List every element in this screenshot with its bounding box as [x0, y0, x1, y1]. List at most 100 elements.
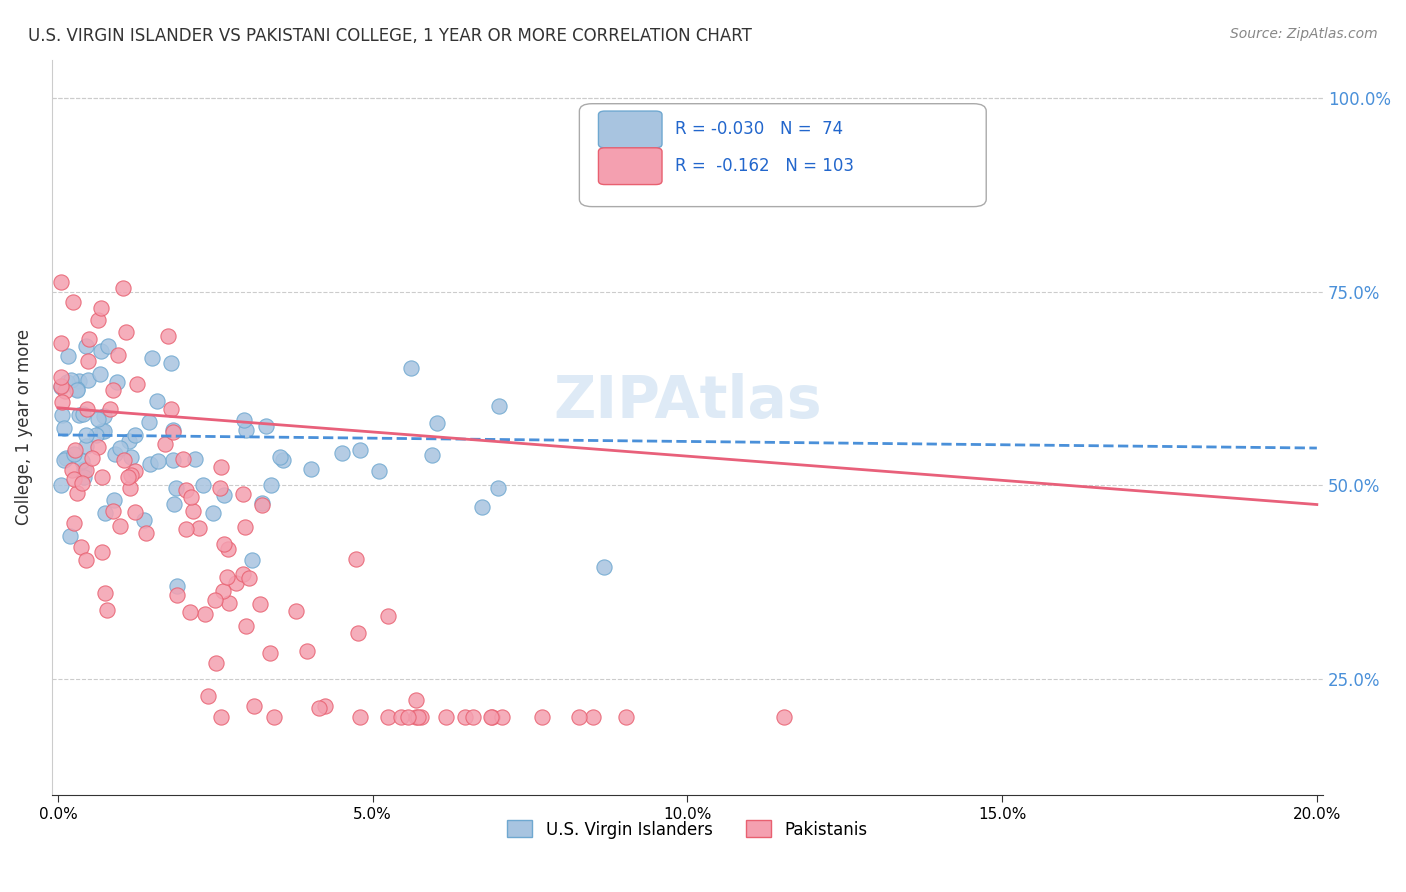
- Point: [772, 710, 794, 724]
- Point: [138, 415, 160, 429]
- FancyBboxPatch shape: [599, 112, 662, 148]
- Point: [62, 516, 84, 531]
- Point: [377, 710, 399, 724]
- Point: [51, 276, 73, 290]
- Point: [254, 419, 277, 434]
- Point: [55, 376, 77, 390]
- Point: [454, 710, 477, 724]
- Point: [90, 470, 112, 484]
- Point: [70, 540, 93, 554]
- Point: [132, 513, 155, 527]
- Point: [124, 464, 146, 478]
- Point: [250, 498, 273, 512]
- Point: [592, 560, 614, 574]
- Point: [240, 553, 263, 567]
- Point: [51, 478, 73, 492]
- Point: [349, 710, 371, 724]
- Point: [179, 605, 201, 619]
- FancyBboxPatch shape: [599, 148, 662, 185]
- Point: [434, 710, 457, 724]
- Point: [346, 625, 368, 640]
- Point: [212, 583, 235, 598]
- Point: [56, 349, 79, 363]
- Point: [112, 453, 135, 467]
- Point: [209, 710, 232, 724]
- Point: [103, 493, 125, 508]
- Y-axis label: College, 1 year or more: College, 1 year or more: [15, 329, 32, 525]
- Point: [183, 504, 205, 518]
- Point: [87, 313, 110, 327]
- Point: [104, 446, 127, 460]
- Point: [52, 421, 75, 435]
- Point: [396, 710, 419, 724]
- Point: [84, 428, 107, 442]
- Point: [349, 443, 371, 458]
- Point: [235, 619, 257, 633]
- Point: [98, 402, 121, 417]
- Point: [87, 441, 110, 455]
- Point: [308, 701, 330, 715]
- Text: Source: ZipAtlas.com: Source: ZipAtlas.com: [1230, 27, 1378, 41]
- Point: [97, 339, 120, 353]
- Point: [330, 446, 353, 460]
- Point: [377, 609, 399, 624]
- Point: [212, 537, 235, 551]
- Point: [165, 481, 187, 495]
- Point: [233, 413, 256, 427]
- Point: [426, 416, 449, 430]
- Point: [217, 542, 239, 557]
- Point: [112, 281, 135, 295]
- Point: [531, 710, 554, 724]
- Point: [75, 463, 97, 477]
- Point: [616, 710, 638, 724]
- Point: [90, 344, 112, 359]
- Text: R = -0.030   N =  74: R = -0.030 N = 74: [675, 120, 842, 138]
- Point: [166, 579, 188, 593]
- Point: [101, 383, 124, 397]
- Point: [117, 469, 139, 483]
- Text: ZIPAtlas: ZIPAtlas: [553, 373, 821, 430]
- Point: [194, 607, 217, 621]
- Point: [124, 504, 146, 518]
- Point: [180, 491, 202, 505]
- Point: [67, 374, 90, 388]
- Point: [166, 588, 188, 602]
- Point: [63, 443, 86, 458]
- Point: [243, 698, 266, 713]
- Point: [51, 336, 73, 351]
- Point: [66, 486, 89, 500]
- Point: [162, 425, 184, 440]
- Point: [139, 457, 162, 471]
- Point: [299, 462, 322, 476]
- Point: [479, 710, 502, 724]
- Point: [60, 463, 83, 477]
- Point: [202, 506, 225, 520]
- Point: [108, 442, 131, 456]
- Legend: U.S. Virgin Islanders, Pakistanis: U.S. Virgin Islanders, Pakistanis: [501, 814, 875, 846]
- Point: [96, 603, 118, 617]
- Point: [62, 295, 84, 310]
- Point: [204, 657, 226, 671]
- Point: [297, 644, 319, 658]
- Point: [53, 384, 76, 398]
- Point: [90, 424, 112, 438]
- Point: [582, 710, 605, 724]
- Point: [263, 710, 285, 724]
- Point: [51, 409, 73, 423]
- Point: [141, 351, 163, 365]
- Point: [481, 710, 503, 724]
- Point: [285, 604, 308, 618]
- Point: [93, 409, 115, 424]
- Point: [91, 545, 114, 559]
- FancyBboxPatch shape: [579, 103, 986, 207]
- Point: [51, 370, 73, 384]
- Point: [73, 470, 96, 484]
- Point: [191, 478, 214, 492]
- Point: [238, 570, 260, 584]
- Point: [82, 450, 104, 465]
- Point: [124, 427, 146, 442]
- Point: [235, 519, 257, 533]
- Point: [269, 450, 291, 465]
- Point: [250, 496, 273, 510]
- Point: [172, 452, 194, 467]
